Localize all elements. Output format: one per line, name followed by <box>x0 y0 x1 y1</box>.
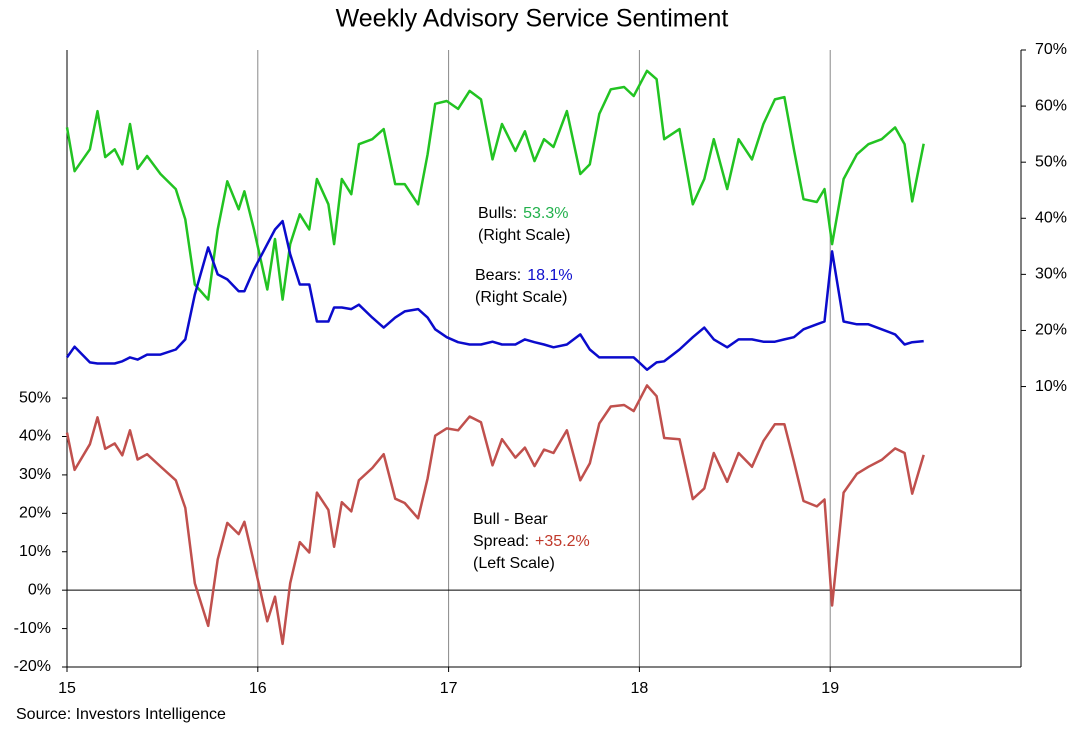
chart-title: Weekly Advisory Service Sentiment <box>336 5 729 33</box>
y2-tick-label: 50% <box>1035 153 1067 170</box>
annotation-value: 53.3% <box>523 205 568 222</box>
y-tick-label: 30% <box>19 466 51 483</box>
x-tick-label: 15 <box>58 680 76 697</box>
x-tick-label: 19 <box>821 680 839 697</box>
y2-tick-label: 10% <box>1035 378 1067 395</box>
x-tick-label: 18 <box>631 680 649 697</box>
annotation-note: (Right Scale) <box>478 227 570 244</box>
annotation-label: Bears: <box>475 267 521 284</box>
y-tick-label: -10% <box>14 620 51 637</box>
annotation: Bears: 18.1% <box>475 267 573 284</box>
y2-tick-label: 70% <box>1035 41 1067 58</box>
y-tick-label: 0% <box>28 581 51 598</box>
y2-tick-label: 20% <box>1035 322 1067 339</box>
x-tick-label: 16 <box>249 680 267 697</box>
y-tick-label: 40% <box>19 428 51 445</box>
x-tick-label: 17 <box>440 680 458 697</box>
annotation-title: Bull - Bear <box>473 511 548 528</box>
y-tick-label: 20% <box>19 505 51 522</box>
y-tick-label: -20% <box>14 658 51 675</box>
annotation-label: Spread: <box>473 533 529 550</box>
annotation-note: (Right Scale) <box>475 289 567 306</box>
annotation: Spread: +35.2% <box>473 533 590 550</box>
series-line <box>65 219 924 371</box>
annotation-value: +35.2% <box>535 533 590 550</box>
y-tick-label: 10% <box>19 543 51 560</box>
y2-tick-label: 60% <box>1035 97 1067 114</box>
source: Source: Investors Intelligence <box>16 706 226 723</box>
y2-tick-label: 40% <box>1035 209 1067 226</box>
annotation: Bulls: 53.3% <box>478 205 569 222</box>
annotation-value: 18.1% <box>527 267 572 284</box>
annotation-label: Bulls: <box>478 205 517 222</box>
series-line <box>65 69 925 301</box>
y-tick-label: 50% <box>19 389 51 406</box>
annotation-note: (Left Scale) <box>473 555 555 572</box>
series-line <box>65 384 925 646</box>
y2-tick-label: 30% <box>1035 266 1067 283</box>
